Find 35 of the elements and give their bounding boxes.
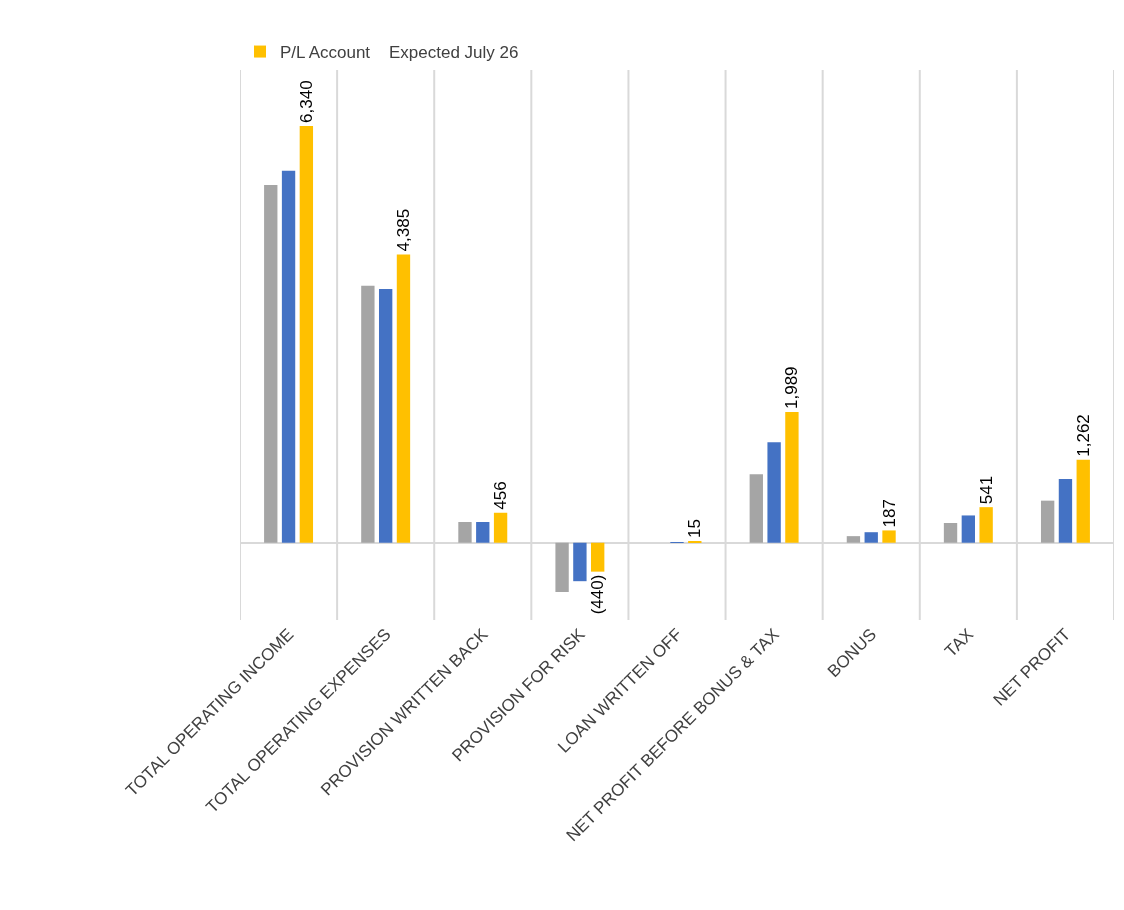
- data-label: 4,385: [393, 208, 413, 252]
- x-tick-label: TAX: [941, 624, 978, 661]
- bar: [882, 530, 896, 543]
- bar: [458, 522, 472, 543]
- bar: [1058, 478, 1073, 543]
- bar: [264, 185, 278, 543]
- bar: [493, 512, 508, 543]
- data-label: 6,340: [296, 80, 316, 123]
- bar: [573, 542, 587, 582]
- data-label: 1,262: [1073, 414, 1093, 457]
- bar: [943, 523, 958, 543]
- bar: [785, 411, 799, 543]
- bar: [749, 474, 763, 543]
- bar: [281, 170, 296, 543]
- data-label: 541: [976, 475, 996, 505]
- data-label: 456: [491, 481, 511, 510]
- bar: [361, 285, 375, 543]
- data-label: 1,989: [782, 366, 802, 409]
- data-label: 187: [879, 499, 899, 528]
- bar: [979, 507, 993, 543]
- bar: [864, 532, 878, 543]
- bar: [1076, 459, 1090, 543]
- bar: [476, 522, 490, 543]
- bar: [591, 542, 605, 572]
- data-label: 15: [685, 519, 705, 538]
- data-label: (440): [588, 574, 608, 615]
- bar: [961, 515, 976, 543]
- legend-label: P/L Account Expected July 26: [280, 43, 519, 63]
- bar: [378, 288, 393, 543]
- bar: [396, 254, 411, 543]
- bar: [1040, 500, 1055, 543]
- bar: [767, 442, 781, 543]
- bar: [299, 125, 314, 543]
- bar: [555, 542, 569, 593]
- bar: [846, 536, 861, 543]
